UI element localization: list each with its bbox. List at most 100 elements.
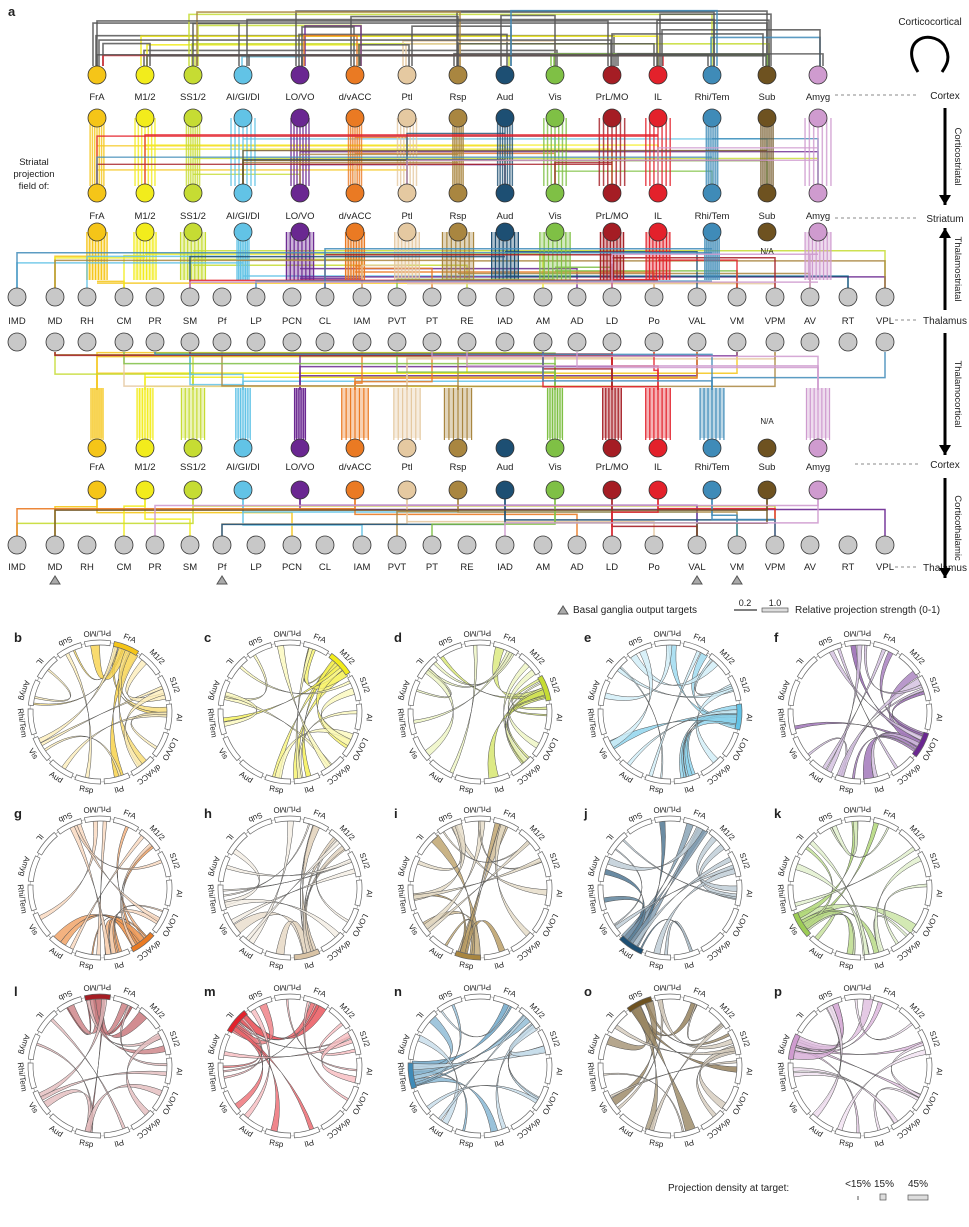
cortex-node-amyg	[808, 108, 828, 128]
chord-segment	[429, 935, 454, 955]
chord-segment	[544, 879, 553, 907]
thalamus-node-iam	[352, 287, 372, 307]
chord-segment	[463, 639, 492, 648]
chord-segment-label: AI	[174, 1067, 184, 1075]
corticostriatal-wire	[657, 147, 818, 186]
chord-segment	[407, 679, 421, 706]
panel-label-g: g	[14, 806, 22, 821]
chord-segment	[138, 1006, 161, 1030]
chord-segment-label: IL	[414, 832, 426, 843]
thalamus-label: PVT	[388, 316, 407, 327]
chord-segment	[412, 1090, 432, 1116]
cortex-label: IL	[654, 211, 662, 222]
chord-segment	[354, 1057, 363, 1085]
chord-segment	[293, 772, 321, 785]
chord-segment-label: Ptl	[683, 784, 694, 795]
chord-segment	[597, 884, 607, 912]
cortex-node-ss12	[183, 65, 203, 85]
thalamus-node-val	[687, 287, 707, 307]
chord-segment-label: Ptl	[493, 960, 504, 971]
arrowhead-icon	[939, 195, 951, 205]
corticocortical-wire	[241, 55, 303, 66]
corticostriatal-wire	[407, 163, 459, 186]
chord-segment-label: Rhi/Tem	[396, 708, 409, 739]
chord-segment-label: Rsp	[79, 1138, 95, 1149]
chord-segment	[32, 1090, 52, 1116]
cortex-node-il	[648, 65, 668, 85]
thalamus-node-rh	[77, 535, 97, 555]
cortex-node-dvacc	[345, 183, 365, 203]
chord-segment	[597, 679, 611, 706]
thalamus-label: CM	[117, 562, 132, 573]
chord-segment-label: S1/2	[928, 1030, 942, 1049]
cortex-node-amyg	[808, 438, 828, 458]
chord-segment	[483, 948, 511, 961]
chord-segment	[619, 759, 644, 779]
chord-segment	[164, 879, 173, 907]
density-sample-large	[907, 1194, 929, 1201]
thalamus-node-rt	[838, 287, 858, 307]
thalamus-label: VPM	[765, 562, 786, 573]
chord-segment-label: S1/2	[548, 676, 562, 695]
chord-segment-label: PrL/MO	[83, 804, 111, 814]
corticothalamic-wire	[144, 498, 191, 537]
cortex-node-prlmo	[602, 108, 622, 128]
chord-segment-label: FrA	[882, 632, 898, 645]
thalamus-node-iad	[495, 535, 515, 555]
cortex-node-rhitem	[702, 183, 722, 203]
cortex-node-il	[648, 183, 668, 203]
chord-ribbon	[628, 826, 709, 949]
chord-segment	[320, 931, 345, 953]
cortex-node-rhitem	[702, 108, 722, 128]
cortex-node-lovo	[290, 222, 310, 242]
chord-segment	[264, 950, 291, 961]
chord-segment	[890, 1109, 915, 1131]
thalamostriatal-wire	[54, 259, 458, 288]
chord-ribbon	[222, 822, 311, 897]
chord-segment	[74, 1128, 101, 1139]
thalamus-node-pvt	[387, 535, 407, 555]
chord-segment-label: S1/2	[928, 676, 942, 695]
chord-segment	[112, 817, 140, 832]
thalamus-node-ad	[567, 535, 587, 555]
cortex-node-il	[648, 438, 668, 458]
chord-segment	[492, 817, 520, 832]
thalamus-label: PT	[426, 316, 438, 327]
chord-segment	[644, 1128, 671, 1139]
cortex-node-rhitem	[702, 480, 722, 500]
cortex-node-rhitem	[702, 222, 722, 242]
chord-segment-label: Rhi/Tem	[206, 884, 219, 915]
chord-panel-h: h FrAM1/2S1/2AILO/VOd/vACCPtlRspAudVisRhi…	[204, 804, 374, 971]
chord-segment	[239, 1113, 264, 1133]
basal-ganglia-legend-label: Basal ganglia output targets	[573, 605, 697, 616]
cortex-label: FrA	[89, 462, 105, 473]
cortex-node-rsp	[448, 438, 468, 458]
chord-segment	[436, 642, 463, 659]
chord-segment	[239, 759, 264, 779]
chord-segment	[454, 774, 481, 785]
chord-segment	[436, 818, 463, 835]
strength-value: 1.0	[769, 598, 782, 608]
corticostriatal-wire	[242, 149, 767, 186]
cortex-label: Amyg	[806, 462, 830, 473]
thalamocortical-wire	[154, 352, 713, 390]
thalamus-node-vm	[727, 535, 747, 555]
cortex-node-aud	[495, 222, 515, 242]
chord-segment-label: S1/2	[738, 1030, 752, 1049]
thalamus-label: RE	[460, 316, 473, 327]
thalamus-label: RH	[80, 562, 94, 573]
thalamus-node-iad	[495, 287, 515, 307]
cortex-node-aud	[495, 183, 515, 203]
chord-segment	[518, 1006, 541, 1030]
chord-segment	[898, 652, 921, 676]
chord-segment-label: Rsp	[269, 784, 285, 795]
chord-segment-label: Rhi/Tem	[776, 708, 789, 739]
corticostriatal-wire	[299, 153, 458, 186]
cortex-label: LO/VO	[285, 92, 314, 103]
corticothalamic-wire	[711, 498, 738, 537]
chord-segment-label: AI	[364, 1067, 374, 1075]
cortex-node-fra	[87, 222, 107, 242]
thalamostriatal-bundle	[646, 232, 670, 280]
pathway-label: Thalamocortical	[952, 360, 963, 427]
chord-segment	[112, 641, 140, 656]
